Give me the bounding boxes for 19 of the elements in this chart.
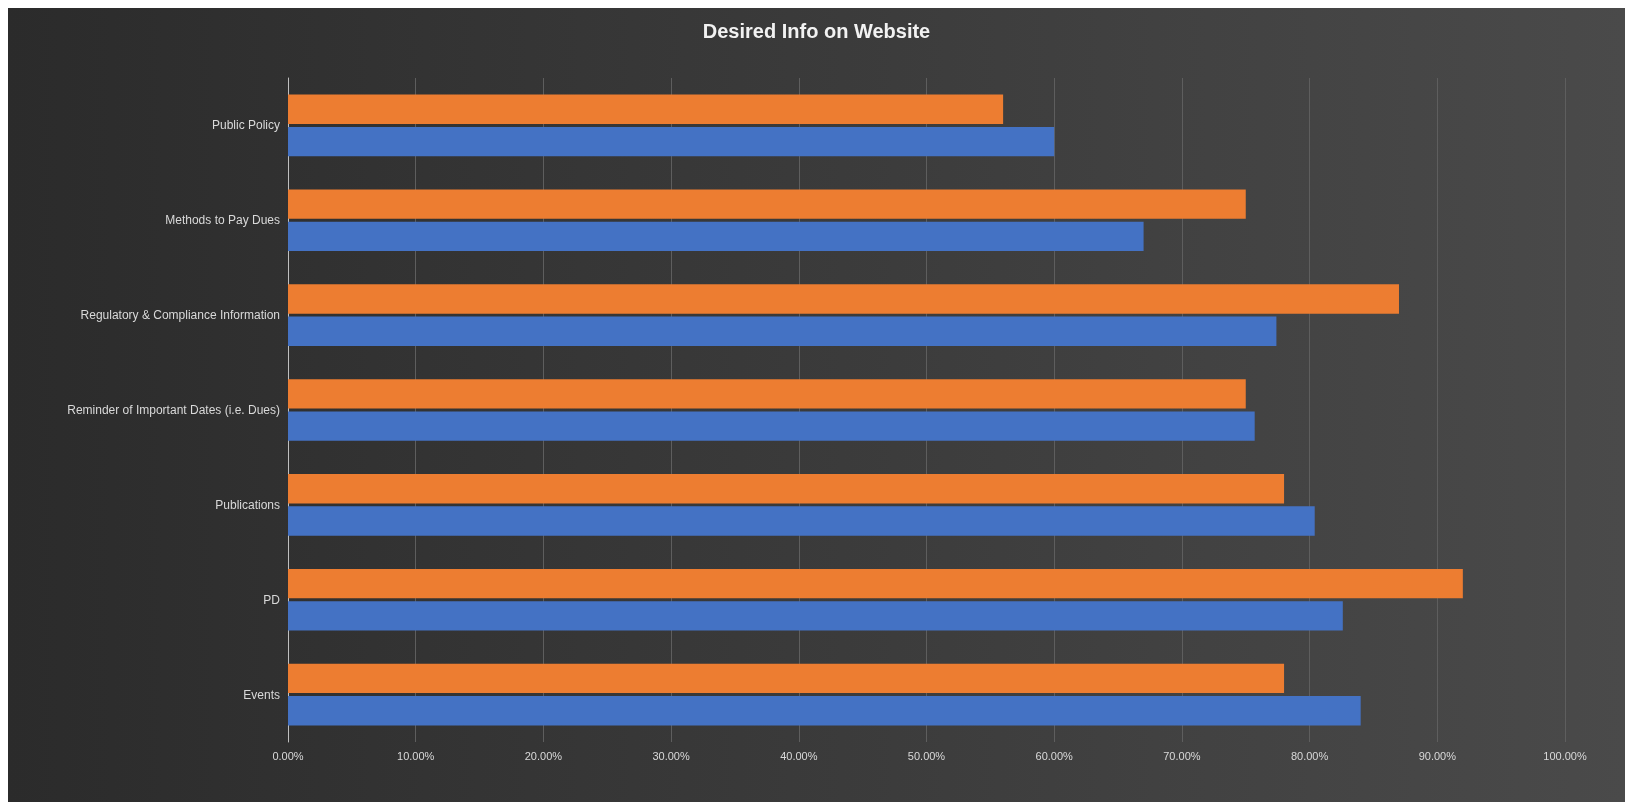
y-tick-label: Publications [215,497,280,512]
chart-title: Desired Info on Website [702,20,931,42]
x-tick-label: 20.00% [524,749,563,762]
x-tick-label: 80.00% [1290,749,1329,762]
y-tick-label: Regulatory & Compliance Information [80,308,280,323]
x-tick-label: 0.00% [272,749,304,762]
x-tick-label: 40.00% [780,749,818,762]
x-tick-label: 100.00% [1543,749,1587,762]
x-tick-label: 90.00% [1418,749,1457,762]
y-tick-label: Events [243,687,280,702]
x-tick-label: 30.00% [652,749,690,762]
y-tick-label: PD [263,592,281,607]
y-tick-label: Public Policy [211,118,280,133]
x-tick-label: 70.00% [1163,749,1201,762]
y-tick-label: Reminder of Important Dates (i.e. Dues) [67,403,280,417]
x-tick-label: 60.00% [1035,749,1074,762]
x-tick-label: 10.00% [397,749,435,762]
y-tick-label: Methods to Pay Dues [165,213,280,228]
x-tick-label: 50.00% [907,749,946,762]
